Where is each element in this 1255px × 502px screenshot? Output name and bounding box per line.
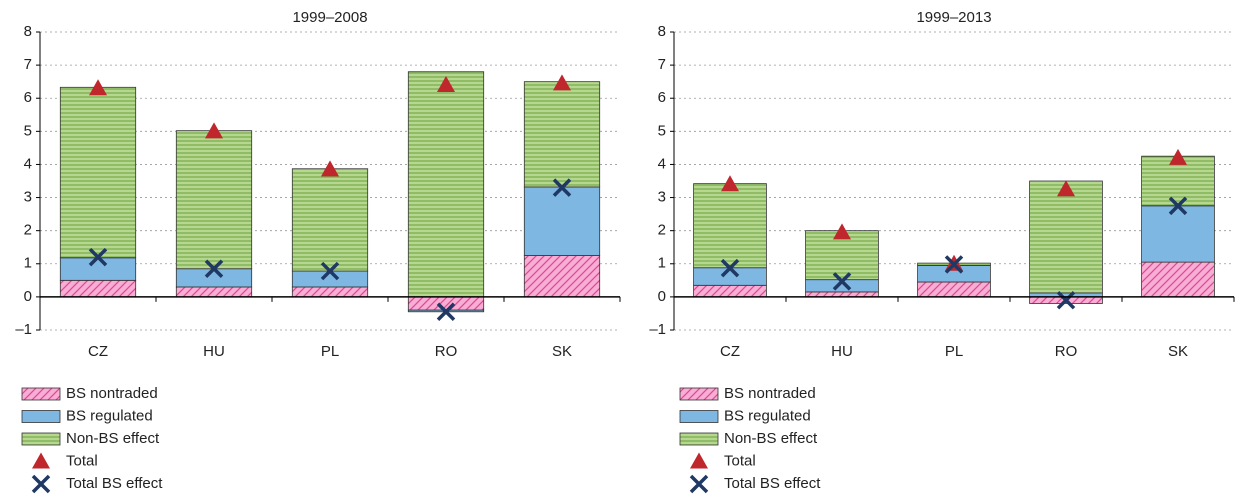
legend-swatch bbox=[21, 432, 61, 446]
y-tick-label: 0 bbox=[24, 288, 32, 305]
legend-label: BS nontraded bbox=[66, 385, 158, 402]
x-tick-label: RO bbox=[1055, 343, 1078, 360]
y-tick-label: 3 bbox=[658, 189, 666, 206]
legend-label: Non-BS effect bbox=[66, 430, 160, 447]
marker bbox=[552, 178, 572, 197]
bar-segment bbox=[523, 255, 601, 298]
bar-segment bbox=[291, 168, 369, 272]
marker bbox=[320, 261, 340, 281]
bar-segment bbox=[175, 268, 253, 288]
legend-marker bbox=[32, 452, 50, 469]
bar-segment bbox=[1141, 261, 1215, 298]
marker bbox=[204, 259, 224, 278]
marker bbox=[833, 223, 851, 240]
x-tick-label: SK bbox=[1168, 343, 1188, 360]
marker bbox=[437, 75, 455, 92]
legend-swatch bbox=[21, 387, 61, 401]
legend-label: Non-BS effect bbox=[724, 430, 818, 447]
y-tick-label: 8 bbox=[24, 23, 32, 40]
legend-marker bbox=[31, 474, 51, 494]
bar-segment bbox=[59, 257, 137, 281]
x-tick-label: RO bbox=[435, 343, 458, 360]
marker bbox=[1056, 290, 1076, 310]
bar-segment bbox=[523, 186, 601, 256]
legend-label: Total bbox=[66, 452, 98, 469]
chart-title: 1999–2013 bbox=[916, 9, 991, 26]
bar-segment bbox=[693, 284, 767, 298]
y-tick-label: –1 bbox=[15, 321, 32, 338]
y-tick-label: 1 bbox=[24, 255, 32, 272]
x-tick-label: HU bbox=[831, 343, 853, 360]
marker bbox=[321, 160, 339, 177]
x-tick-label: CZ bbox=[88, 343, 108, 360]
marker bbox=[436, 302, 456, 322]
marker bbox=[1057, 180, 1075, 197]
marker bbox=[832, 272, 852, 291]
bar-segment bbox=[175, 130, 253, 270]
y-tick-label: 6 bbox=[658, 89, 666, 106]
y-tick-label: 7 bbox=[24, 56, 32, 73]
y-tick-label: 2 bbox=[24, 222, 32, 239]
bar-segment bbox=[1029, 180, 1103, 294]
x-tick-label: CZ bbox=[720, 343, 740, 360]
marker bbox=[1168, 196, 1188, 216]
y-tick-label: 7 bbox=[658, 56, 666, 73]
marker bbox=[553, 74, 571, 91]
y-tick-label: 4 bbox=[658, 155, 666, 172]
marker bbox=[88, 247, 108, 267]
bar-segment bbox=[407, 296, 485, 311]
legend-marker bbox=[689, 474, 709, 494]
bar-segment bbox=[917, 281, 991, 298]
marker bbox=[89, 79, 107, 96]
y-tick-label: 2 bbox=[658, 222, 666, 239]
bar-segment bbox=[1141, 205, 1215, 263]
legend-label: Total bbox=[724, 452, 756, 469]
x-tick-label: PL bbox=[945, 343, 963, 360]
y-tick-label: 5 bbox=[24, 122, 32, 139]
x-tick-label: PL bbox=[321, 343, 339, 360]
bar-segment bbox=[175, 286, 253, 298]
bar-segment bbox=[291, 286, 369, 298]
bar-segment bbox=[693, 183, 767, 269]
y-tick-label: 8 bbox=[658, 23, 666, 40]
x-tick-label: SK bbox=[552, 343, 572, 360]
legend-label: Total BS effect bbox=[66, 475, 163, 492]
y-tick-label: 3 bbox=[24, 189, 32, 206]
bar-segment bbox=[59, 86, 137, 259]
y-tick-label: 1 bbox=[658, 255, 666, 272]
legend-swatch bbox=[679, 432, 719, 446]
legend-label: BS nontraded bbox=[724, 385, 816, 402]
bar-segment bbox=[523, 81, 601, 188]
legend-swatch bbox=[679, 387, 719, 401]
legend-label: BS regulated bbox=[724, 407, 811, 424]
marker bbox=[944, 255, 964, 274]
y-tick-label: 5 bbox=[658, 122, 666, 139]
legend-swatch bbox=[679, 410, 719, 423]
legend-swatch bbox=[21, 410, 61, 423]
y-tick-label: 4 bbox=[24, 155, 32, 172]
legend-marker bbox=[690, 452, 708, 469]
marker bbox=[721, 175, 739, 192]
bar-segment bbox=[59, 279, 137, 298]
marker bbox=[720, 258, 740, 278]
legend-label: BS regulated bbox=[66, 407, 153, 424]
marker bbox=[205, 122, 223, 139]
x-tick-label: HU bbox=[203, 343, 225, 360]
marker bbox=[1169, 148, 1187, 165]
y-tick-label: –1 bbox=[649, 321, 666, 338]
bar-segment bbox=[407, 71, 485, 298]
legend-label: Total BS effect bbox=[724, 475, 821, 492]
y-tick-label: 0 bbox=[658, 288, 666, 305]
chart-title: 1999–2008 bbox=[292, 9, 367, 26]
y-tick-label: 6 bbox=[24, 89, 32, 106]
